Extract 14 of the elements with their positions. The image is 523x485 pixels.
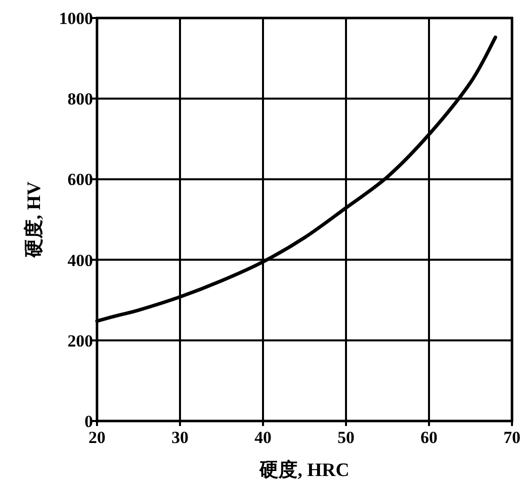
x-tick-label: 70 <box>504 428 520 447</box>
y-tick-label: 600 <box>68 170 93 190</box>
x-tick-label: 30 <box>172 428 188 447</box>
y-tick-label: 0 <box>84 412 93 431</box>
y-tick-label: 200 <box>68 331 93 350</box>
y-tick-label: 1000 <box>59 9 93 28</box>
x-tick-label: 60 <box>420 428 438 447</box>
y-tick-label: 800 <box>68 90 93 109</box>
x-tick-label: 20 <box>88 428 106 447</box>
x-axis-title: 硬度, HRC <box>258 459 350 481</box>
x-tick-label: 50 <box>338 428 354 447</box>
x-tick-label: 40 <box>254 428 272 447</box>
y-axis-title: 硬度, HV <box>23 181 45 258</box>
y-tick-label: 400 <box>68 250 93 270</box>
